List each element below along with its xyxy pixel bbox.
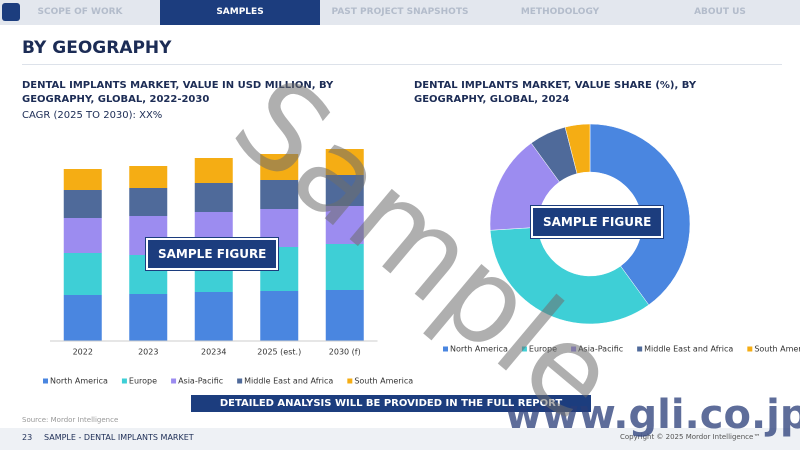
bar-segment <box>129 166 168 188</box>
legend-swatch <box>347 378 353 384</box>
chart-title: DENTAL IMPLANTS MARKET, VALUE SHARE (%),… <box>414 80 697 105</box>
bar-segment <box>129 294 168 341</box>
legend-swatch <box>637 346 643 352</box>
bar-segment <box>194 158 233 183</box>
bar-segment <box>260 180 299 209</box>
legend-label: North America <box>50 377 108 386</box>
bar-segment <box>325 244 364 290</box>
page-title: BY GEOGRAPHY <box>22 38 172 58</box>
legend-label: Europe <box>129 377 157 386</box>
nav-tab[interactable]: SAMPLES <box>160 0 320 25</box>
chart-title: DENTAL IMPLANTS MARKET, VALUE IN USD MIL… <box>22 80 334 105</box>
logo <box>2 3 20 21</box>
banner: DETAILED ANALYSIS WILL BE PROVIDED IN TH… <box>191 395 591 412</box>
legend-label: South America <box>354 377 413 386</box>
legend-label: Asia-Pacific <box>578 345 623 354</box>
legend-swatch <box>237 378 243 384</box>
x-tick-label: 2025 (est.) <box>257 348 301 357</box>
legend-label: Asia-Pacific <box>178 377 223 386</box>
nav-tab[interactable]: PAST PROJECT SNAPSHOTS <box>331 7 469 17</box>
bar-segment <box>194 292 233 341</box>
divider <box>22 64 782 65</box>
bar-segment <box>325 290 364 341</box>
bar-segment <box>63 190 102 218</box>
donut-slice <box>589 123 691 306</box>
legend-label: South America <box>754 345 800 354</box>
source: Source: Mordor Intelligence <box>22 416 119 424</box>
bar-segment <box>325 206 364 244</box>
footer-bar <box>0 428 800 450</box>
bar-segment <box>63 253 102 295</box>
x-tick-label: 2030 (f) <box>329 348 361 357</box>
legend-swatch <box>171 378 177 384</box>
sample-figure: SAMPLE FIGURE <box>531 206 664 238</box>
bar-segment <box>260 154 299 180</box>
x-tick-label: 20234 <box>201 348 226 357</box>
bar-segment <box>194 183 233 212</box>
bar-segment <box>325 149 364 175</box>
bar-segment <box>63 218 102 253</box>
legend-swatch <box>521 346 527 352</box>
bar-segment <box>63 169 102 190</box>
x-tick-label: 2022 <box>73 348 93 357</box>
site-watermark: www.gli.co.jp <box>505 392 800 438</box>
nav-tab[interactable]: SCOPE OF WORK <box>37 7 123 17</box>
bar-segment <box>260 291 299 341</box>
x-tick-label: 2023 <box>138 348 158 357</box>
chart-subtitle: CAGR (2025 TO 2030): XX% <box>22 110 163 121</box>
sample-figure: SAMPLE FIGURE <box>146 238 279 270</box>
page-number: 23 <box>22 433 33 442</box>
legend-label: North America <box>450 345 508 354</box>
footer-label: SAMPLE - DENTAL IMPLANTS MARKET <box>44 433 194 442</box>
legend-label: Middle East and Africa <box>644 345 733 354</box>
legend-swatch <box>121 378 127 384</box>
legend-label: Middle East and Africa <box>244 377 333 386</box>
bar-segment <box>63 295 102 341</box>
legend-swatch <box>43 378 48 384</box>
nav-tab[interactable]: ABOUT US <box>694 7 746 17</box>
legend-swatch <box>443 346 448 352</box>
donut-slice <box>564 123 591 174</box>
legend-swatch <box>747 346 753 352</box>
copyright: Copyright © 2025 Mordor Intelligence™ <box>620 433 761 441</box>
legend-swatch <box>571 346 577 352</box>
bar-segment <box>325 175 364 206</box>
nav-tab[interactable]: METHODOLOGY <box>520 7 600 17</box>
nav-bar: SCOPE OF WORK SAMPLES PAST PROJECT SNAPSHO… <box>0 0 800 25</box>
donut-slice <box>489 226 650 325</box>
legend-label: Europe <box>529 345 557 354</box>
bar-segment <box>129 188 168 216</box>
